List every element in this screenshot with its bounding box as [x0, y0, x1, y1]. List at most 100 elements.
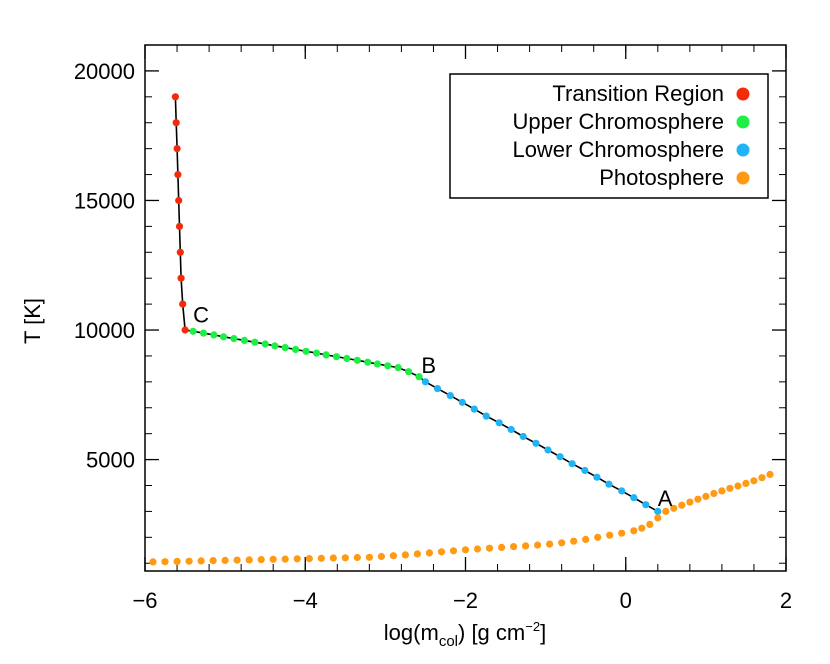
- data-point: [605, 480, 613, 488]
- data-point: [710, 489, 718, 498]
- data-point: [189, 327, 197, 335]
- data-point: [742, 479, 750, 487]
- x-axis-title-sub: col: [439, 633, 458, 650]
- data-point: [570, 537, 578, 545]
- data-point: [678, 501, 686, 509]
- data-point: [171, 93, 179, 101]
- annotations: A B C: [193, 302, 673, 511]
- data-point: [433, 385, 442, 393]
- legend-marker-transition-region: [736, 87, 750, 101]
- legend-label-upper-chromosphere: Upper Chromosphere: [512, 109, 724, 134]
- data-point: [353, 553, 361, 562]
- data-point: [758, 474, 766, 482]
- x-axis-title-mid: ) [g cm: [458, 620, 525, 645]
- series-lower-chromosphere: [421, 378, 662, 515]
- legend-marker-upper-chromosphere: [736, 115, 750, 129]
- data-point: [449, 547, 458, 555]
- data-point: [245, 556, 253, 564]
- data-point: [532, 439, 540, 447]
- plot-frame: [144, 44, 787, 572]
- data-point: [437, 548, 446, 556]
- data-point: [726, 484, 734, 492]
- data-point: [281, 555, 289, 563]
- legend-box: [449, 73, 769, 199]
- data-point: [473, 545, 482, 553]
- data-point: [421, 378, 429, 386]
- data-point: [209, 557, 217, 565]
- data-point: [365, 553, 373, 561]
- data-point: [485, 544, 494, 552]
- data-point: [401, 551, 409, 559]
- x-tick-label: −4: [293, 588, 318, 613]
- data-point: [161, 558, 169, 566]
- data-point: [175, 196, 183, 205]
- data-point: [261, 340, 269, 348]
- data-point: [750, 477, 758, 485]
- data-point: [292, 345, 300, 354]
- data-point: [630, 527, 638, 535]
- data-point: [221, 556, 229, 565]
- series-photosphere: [149, 470, 774, 566]
- data-point: [271, 342, 279, 350]
- data-point: [341, 554, 349, 562]
- series-upper-chromosphere: [189, 327, 423, 381]
- data-point: [364, 358, 372, 366]
- x-axis-title-sup: −2: [525, 619, 540, 634]
- data-point: [377, 552, 385, 561]
- data-point: [173, 145, 181, 153]
- data-point: [174, 171, 182, 179]
- data-point: [522, 542, 530, 550]
- data-point: [654, 514, 662, 522]
- data-point: [185, 557, 193, 565]
- data-point: [507, 425, 515, 434]
- data-point: [638, 524, 646, 532]
- data-point: [177, 274, 185, 282]
- data-point: [353, 356, 361, 364]
- legend-label-transition-region: Transition Region: [552, 81, 724, 106]
- data-point: [176, 248, 184, 256]
- data-point: [281, 344, 289, 352]
- y-tick-label: 10000: [74, 318, 135, 343]
- y-tick-labels: 5000 10000 15000 20000: [74, 59, 135, 473]
- data-point: [458, 398, 466, 406]
- data-point: [594, 533, 602, 541]
- data-point: [240, 336, 248, 344]
- data-point: [302, 347, 310, 355]
- data-point: [425, 549, 433, 557]
- data-point: [305, 555, 313, 563]
- data-point: [519, 432, 527, 441]
- data-point: [384, 362, 392, 370]
- series-transition-region: [171, 93, 189, 334]
- data-point: [197, 557, 205, 565]
- x-axis-title: log(mcol) [g cm−2]: [384, 619, 546, 650]
- data-point: [199, 329, 208, 337]
- data-point: [461, 546, 470, 554]
- data-point: [373, 360, 381, 368]
- data-point: [317, 554, 325, 562]
- data-point: [618, 487, 626, 495]
- y-axis-title: T [K]: [20, 298, 45, 344]
- data-point: [181, 326, 189, 334]
- data-point: [495, 419, 503, 427]
- data-point: [413, 550, 421, 558]
- data-point: [389, 552, 397, 560]
- data-point: [646, 520, 654, 529]
- data-point: [544, 446, 552, 454]
- data-point: [702, 492, 710, 500]
- data-point: [582, 535, 590, 544]
- data-point: [394, 364, 402, 372]
- data-point: [322, 351, 330, 359]
- data-point: [534, 541, 542, 549]
- data-points: [149, 93, 774, 566]
- data-point: [642, 501, 650, 509]
- data-point: [233, 556, 241, 564]
- data-point: [257, 556, 265, 564]
- data-point: [343, 354, 351, 363]
- data-point: [718, 487, 726, 495]
- legend-marker-lower-chromosphere: [736, 143, 750, 157]
- data-point: [470, 405, 478, 413]
- data-point: [558, 539, 566, 547]
- data-point: [172, 119, 180, 127]
- data-point: [415, 373, 423, 381]
